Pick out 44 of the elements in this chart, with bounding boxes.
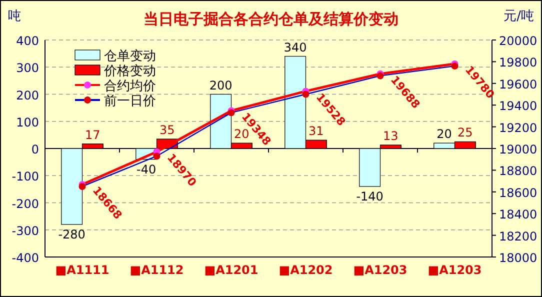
x-tick-label: ■A1203: [353, 263, 408, 277]
y-tick-label: 100: [16, 115, 39, 130]
y2-tick-label: 19600: [499, 77, 538, 92]
data-label: 17: [85, 128, 100, 142]
y2-axis-title: 元/吨: [504, 9, 534, 24]
y-tick-label: 300: [16, 61, 39, 76]
y2-tick-label: 19000: [499, 142, 538, 156]
y2-tick-label: 20000: [499, 34, 538, 48]
y-tick-label: -400: [12, 251, 39, 265]
data-label: -140: [356, 189, 384, 204]
y2-tick-label: 18800: [499, 164, 538, 178]
y-tick-label: 0: [31, 142, 39, 156]
x-tick-label: ■A1112: [130, 263, 184, 277]
data-label: 340: [284, 40, 307, 54]
data-label: 25: [458, 126, 473, 140]
data-label: -280: [58, 227, 86, 242]
y2-tick-label: 18200: [499, 229, 538, 244]
legend-label: 前一日价: [104, 94, 156, 109]
y-axis-title: 吨: [8, 9, 21, 24]
x-tick-label: ■A1201: [204, 263, 258, 277]
chart-title: 当日电子掘合各合约仓单及结算价变动: [144, 10, 398, 28]
y-tick-label: 200: [16, 88, 39, 102]
y2-tick-label: 18600: [499, 186, 538, 200]
y-tick-label: 400: [16, 34, 39, 48]
data-label: 20: [436, 127, 452, 142]
data-label: 31: [308, 124, 324, 138]
x-tick-label: ■A1111: [55, 263, 110, 277]
data-label: 35: [160, 123, 175, 138]
y2-tick-label: 19200: [499, 120, 538, 135]
x-tick-label: ■A1202: [278, 263, 333, 277]
y-tick-label: -100: [12, 170, 39, 184]
legend-label: 仓单变动: [104, 49, 156, 64]
data-label: 13: [383, 128, 398, 143]
data-label: -40: [136, 162, 156, 176]
y2-tick-label: 18400: [499, 208, 538, 222]
y-tick-label: -300: [12, 224, 39, 238]
data-label: 200: [209, 78, 232, 92]
y2-tick-label: 18000: [499, 251, 538, 265]
legend-label: 合约均价: [104, 79, 156, 94]
y-tick-label: -200: [12, 196, 39, 211]
legend-label: 价格变动: [103, 64, 156, 79]
x-tick-label: ■A1203: [428, 263, 482, 277]
y2-tick-label: 19800: [499, 56, 538, 70]
y2-tick-label: 19400: [499, 99, 538, 114]
